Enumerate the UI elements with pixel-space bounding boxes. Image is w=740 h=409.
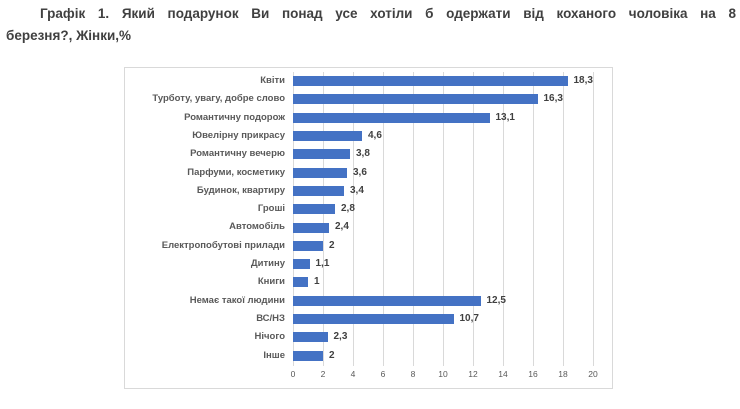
bar bbox=[293, 222, 329, 233]
bar bbox=[293, 76, 568, 87]
chart-title: Графік 1. Який подарунок Ви понад усе хо… bbox=[6, 3, 736, 47]
value-label: 3,8 bbox=[356, 148, 370, 160]
value-label: 12,5 bbox=[486, 294, 506, 306]
chart-title-line2: березня?, Жінки,% bbox=[6, 28, 132, 43]
x-tick-label: 12 bbox=[468, 369, 478, 379]
category-label: Нічого bbox=[254, 331, 285, 343]
value-label: 16,3 bbox=[543, 93, 563, 105]
category-label: Квіти bbox=[260, 75, 285, 86]
bar bbox=[293, 149, 350, 160]
category-label: Ювелірну прикрасу bbox=[192, 129, 285, 141]
bar bbox=[293, 204, 335, 215]
gridline bbox=[533, 72, 534, 366]
value-label: 18,3 bbox=[573, 75, 593, 86]
bar bbox=[293, 94, 538, 105]
gridline bbox=[413, 72, 414, 366]
bar bbox=[293, 350, 323, 361]
gridline bbox=[293, 72, 294, 366]
x-tick-label: 8 bbox=[410, 369, 416, 379]
gridline bbox=[473, 72, 474, 366]
category-label: Дитину bbox=[250, 258, 285, 269]
category-label: Немає такої людини bbox=[189, 294, 285, 306]
gridline bbox=[443, 72, 444, 366]
x-tick-label: 14 bbox=[498, 369, 508, 379]
category-label: Книги bbox=[257, 276, 285, 288]
gridline bbox=[383, 72, 384, 366]
bar bbox=[293, 240, 323, 251]
value-label: 1 bbox=[314, 276, 320, 288]
gridline bbox=[323, 72, 324, 366]
value-label: 2 bbox=[329, 349, 335, 361]
category-label: Турботу, увагу, добре слово bbox=[152, 93, 285, 105]
gridline bbox=[593, 72, 594, 366]
value-label: 10,7 bbox=[459, 312, 479, 324]
gridline bbox=[563, 72, 564, 366]
value-label: 2 bbox=[329, 239, 335, 251]
value-label: 3,6 bbox=[353, 166, 367, 178]
x-tick-label: 16 bbox=[528, 369, 538, 379]
category-label: Парфуми, косметику bbox=[187, 166, 285, 178]
category-label: Автомобіль bbox=[229, 221, 285, 233]
value-label: 2,4 bbox=[335, 221, 349, 233]
category-label: Романтичну подорож bbox=[184, 111, 285, 123]
value-label: 2,3 bbox=[333, 331, 348, 343]
bar bbox=[293, 112, 490, 123]
value-label: 13,1 bbox=[495, 111, 515, 123]
x-tick-label: 20 bbox=[588, 369, 598, 379]
chart-frame: 0 2 4 6 8 10 12 14 16 18 20 Квіти 18,3 Турботу, увагу… bbox=[124, 67, 613, 389]
bar bbox=[293, 185, 344, 196]
value-label: 1,1 bbox=[315, 258, 330, 269]
bar bbox=[293, 314, 454, 325]
x-tick-label: 18 bbox=[558, 369, 568, 379]
gridline bbox=[503, 72, 504, 366]
category-label: Будинок, квартиру bbox=[196, 184, 285, 196]
category-label: Романтичну вечерю bbox=[190, 148, 285, 160]
bar bbox=[293, 167, 347, 178]
bar bbox=[293, 295, 481, 306]
gridline bbox=[353, 72, 354, 366]
x-tick-label: 0 bbox=[290, 369, 296, 379]
value-label: 3,4 bbox=[350, 184, 364, 196]
x-tick-label: 10 bbox=[438, 369, 448, 379]
x-tick-label: 4 bbox=[350, 369, 356, 379]
chart-title-line1: Графік 1. Який подарунок Ви понад усе хо… bbox=[40, 6, 736, 21]
x-tick-label: 2 bbox=[320, 369, 326, 379]
bar bbox=[293, 277, 308, 288]
value-label: 4,6 bbox=[368, 129, 382, 141]
plot-area: 0 2 4 6 8 10 12 14 16 18 20 Квіти 18,3 Турботу, увагу… bbox=[125, 68, 612, 388]
category-label: Гроші bbox=[257, 203, 285, 215]
category-label: Інше bbox=[263, 349, 285, 361]
value-label: 2,8 bbox=[341, 203, 355, 215]
bar bbox=[293, 131, 362, 142]
x-tick-label: 6 bbox=[380, 369, 386, 379]
category-label: ВС/НЗ bbox=[256, 312, 285, 324]
bar bbox=[293, 332, 328, 343]
bar bbox=[293, 259, 310, 270]
category-label: Електропобутові прилади bbox=[161, 239, 285, 251]
